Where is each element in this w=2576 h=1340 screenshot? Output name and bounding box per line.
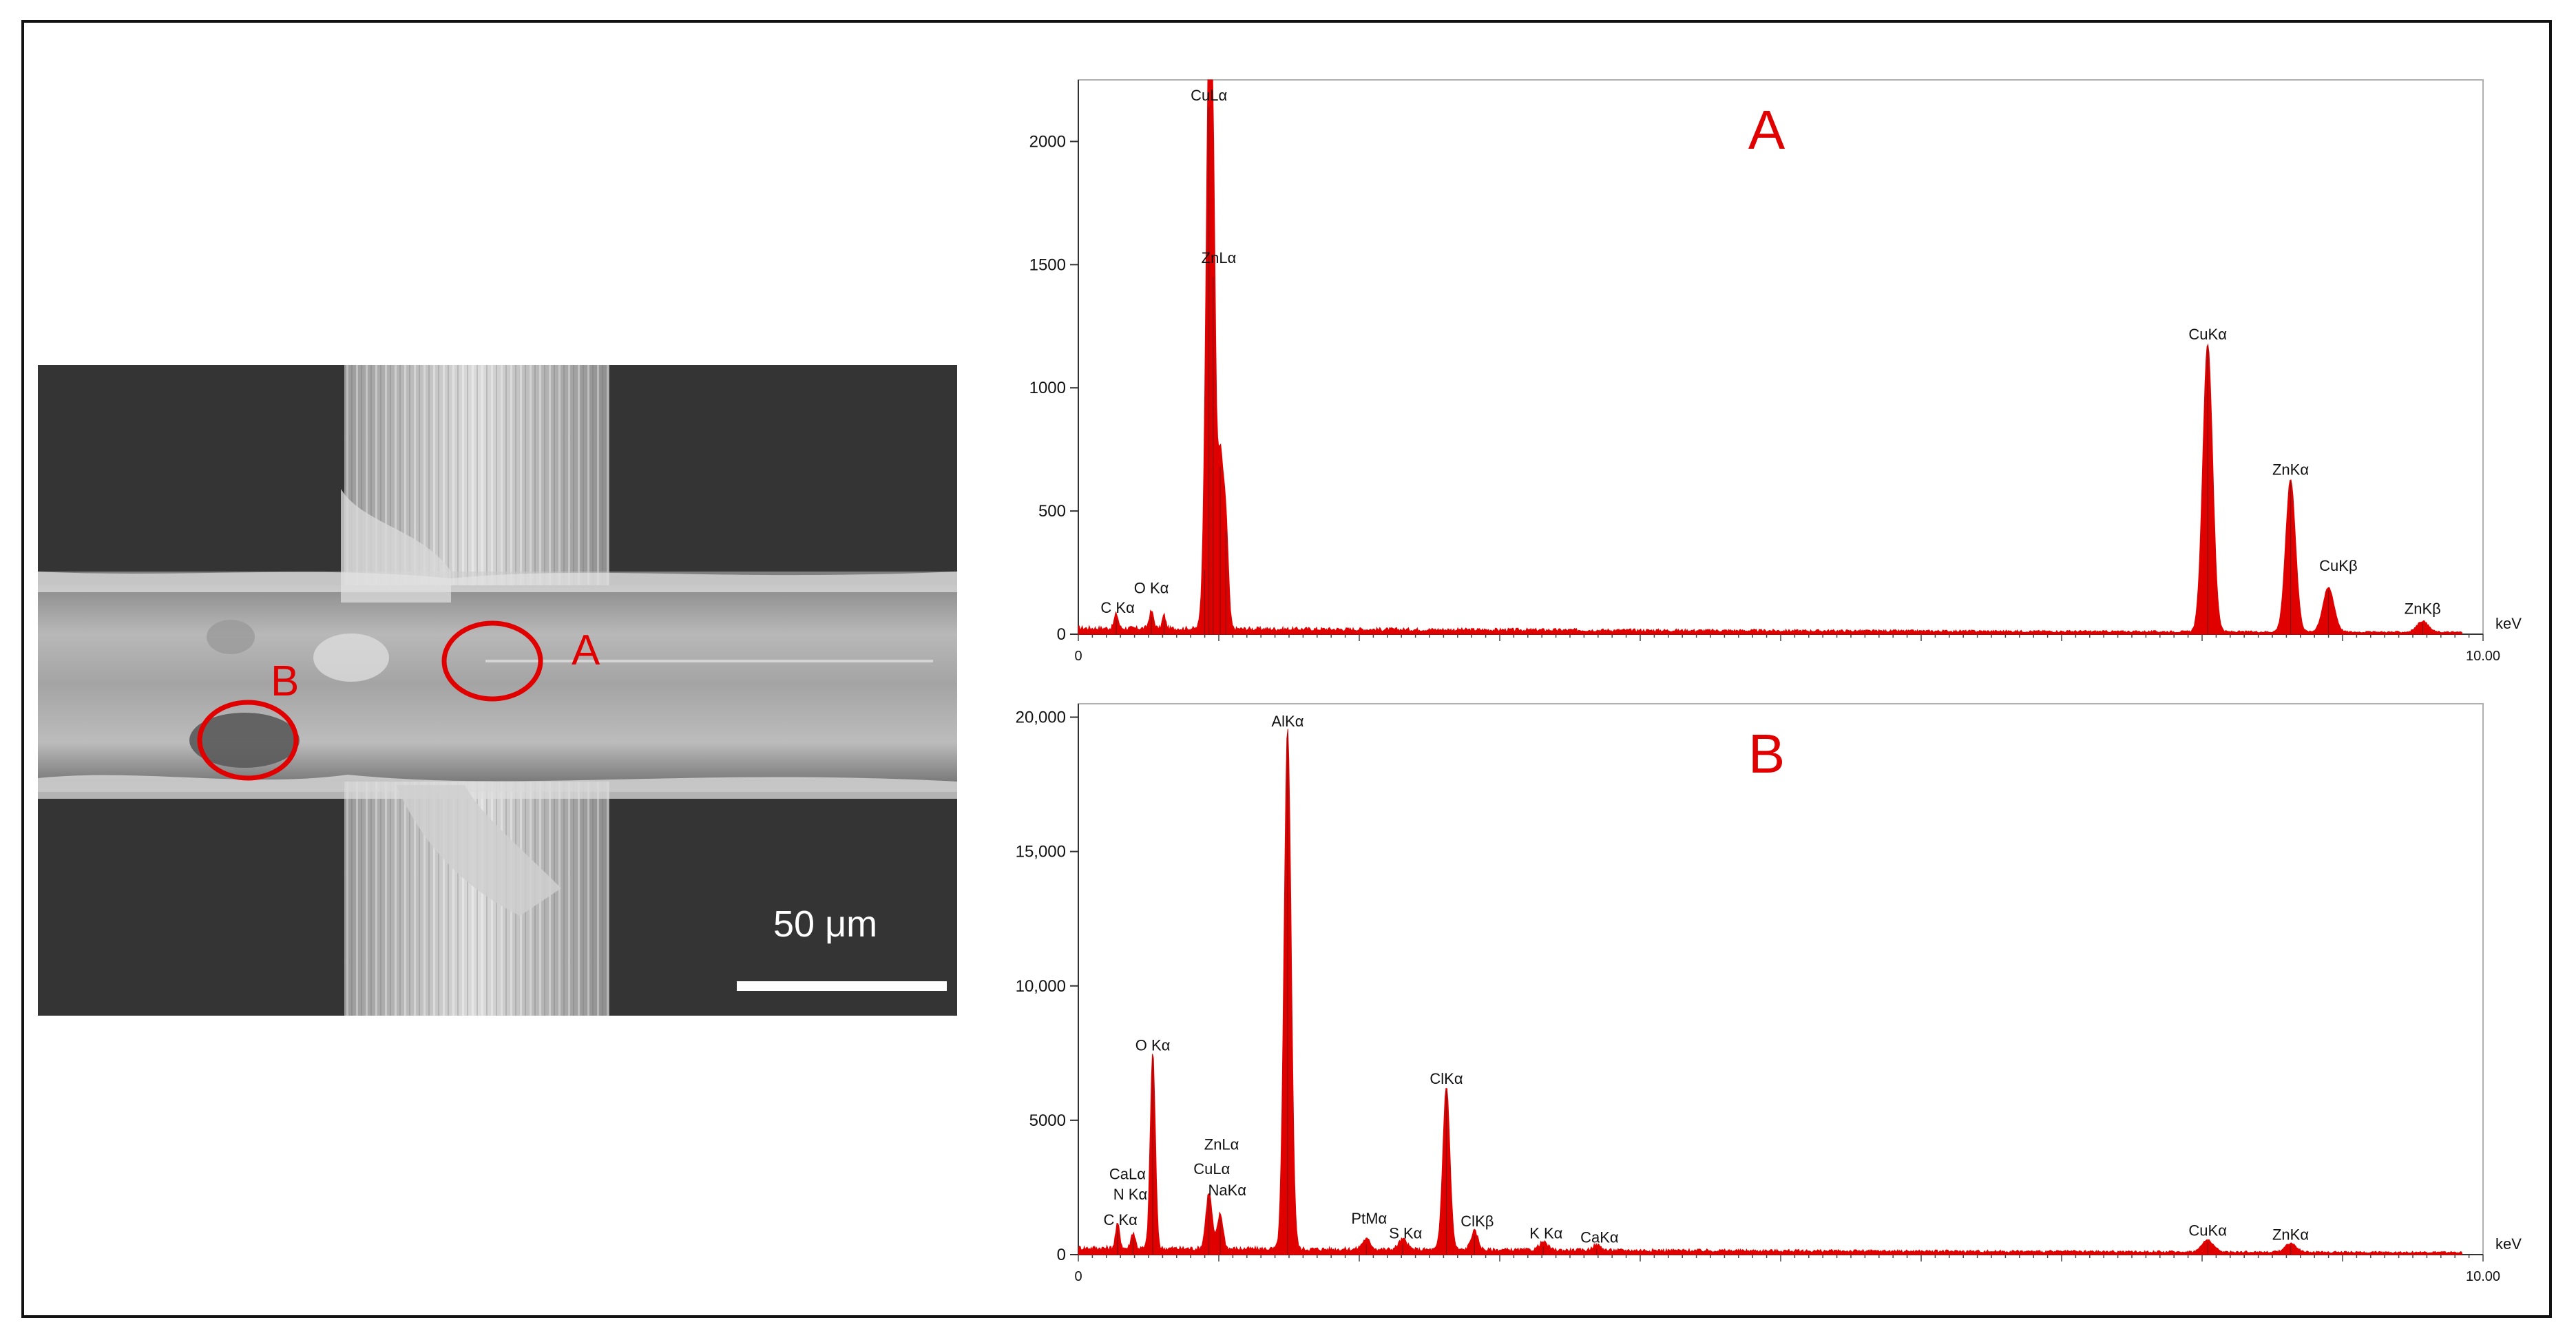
peak-label: N Kα — [1113, 1186, 1148, 1203]
sem-dark-deposit — [189, 713, 300, 768]
scale-bar-label: 50 μm — [773, 903, 877, 945]
y-tick-label: 1500 — [1029, 255, 1066, 274]
x-axis-label: keV — [2495, 615, 2522, 632]
spectrum-b — [1078, 729, 2462, 1255]
x-axis-label: keV — [2495, 1235, 2522, 1253]
panel-label-a: A — [1748, 99, 1786, 160]
eds-spectrum-b: 0 5000 10,000 15,000 20,000 0 10.00 keV AlKα O Kα… — [1016, 703, 2522, 1284]
scale-bar — [737, 981, 947, 991]
peak-label: AlKα — [1271, 713, 1303, 730]
x-tick-label: 0 — [1074, 1269, 1082, 1284]
peak-label: ClKα — [1430, 1070, 1463, 1087]
x-tick-label: 10.00 — [2466, 1269, 2500, 1284]
plot-area-a — [1078, 79, 2484, 635]
peak-label: ZnKβ — [2405, 600, 2441, 618]
x-tick-label: 0 — [1074, 649, 1082, 664]
peak-label: PtMα — [1351, 1210, 1387, 1227]
eds-spectrum-a: 0 500 1000 1500 2000 0 10.00 keV CuLα ZnLα C Kα O K… — [1029, 79, 2522, 664]
peak-label: NaKα — [1208, 1182, 1246, 1199]
peak-label: S Kα — [1389, 1224, 1422, 1242]
peak-label: CaLα — [1109, 1166, 1146, 1183]
peak-label: CaKα — [1580, 1228, 1619, 1246]
region-b-circle — [197, 700, 299, 781]
peak-label: CuKβ — [2319, 557, 2357, 574]
peak-label: CuKα — [2188, 1222, 2227, 1239]
y-tick-label: 5000 — [1029, 1111, 1066, 1130]
y-tick-label: 10,000 — [1016, 977, 1066, 996]
y-tick-label: 0 — [1057, 625, 1066, 644]
region-a-label: A — [572, 627, 600, 674]
peak-label: ZnKα — [2272, 461, 2309, 479]
peak-label: CuLα — [1191, 87, 1227, 104]
peak-label: ZnLα — [1202, 249, 1237, 266]
y-tick-label: 0 — [1057, 1246, 1066, 1264]
y-tick-label: 1000 — [1029, 379, 1066, 397]
peak-label: C Kα — [1103, 1211, 1138, 1228]
peak-label: ZnKα — [2272, 1226, 2309, 1243]
panel-label-b: B — [1748, 723, 1785, 784]
y-tick-label: 15,000 — [1016, 843, 1066, 861]
peak-label: C Kα — [1100, 599, 1135, 616]
x-tick-label: 10.00 — [2466, 649, 2500, 664]
region-a-circle — [441, 620, 543, 702]
region-b-label: B — [271, 658, 299, 705]
y-tick-label: 2000 — [1029, 132, 1066, 151]
sem-micrograph: A B 50 μm — [38, 365, 957, 1016]
spectrum-a — [1078, 79, 2462, 635]
sem-horizontal-wire — [38, 585, 957, 782]
peak-label: K Kα — [1529, 1224, 1562, 1242]
peak-label: ZnLα — [1204, 1136, 1239, 1153]
peak-label: CuLα — [1193, 1160, 1230, 1177]
peak-label: CuKα — [2188, 326, 2227, 343]
peak-label: O Kα — [1135, 1036, 1171, 1054]
peak-label: O Kα — [1134, 579, 1169, 596]
peak-label: ClKβ — [1460, 1213, 1494, 1230]
y-tick-label: 500 — [1038, 502, 1066, 521]
y-tick-label: 20,000 — [1016, 709, 1066, 727]
